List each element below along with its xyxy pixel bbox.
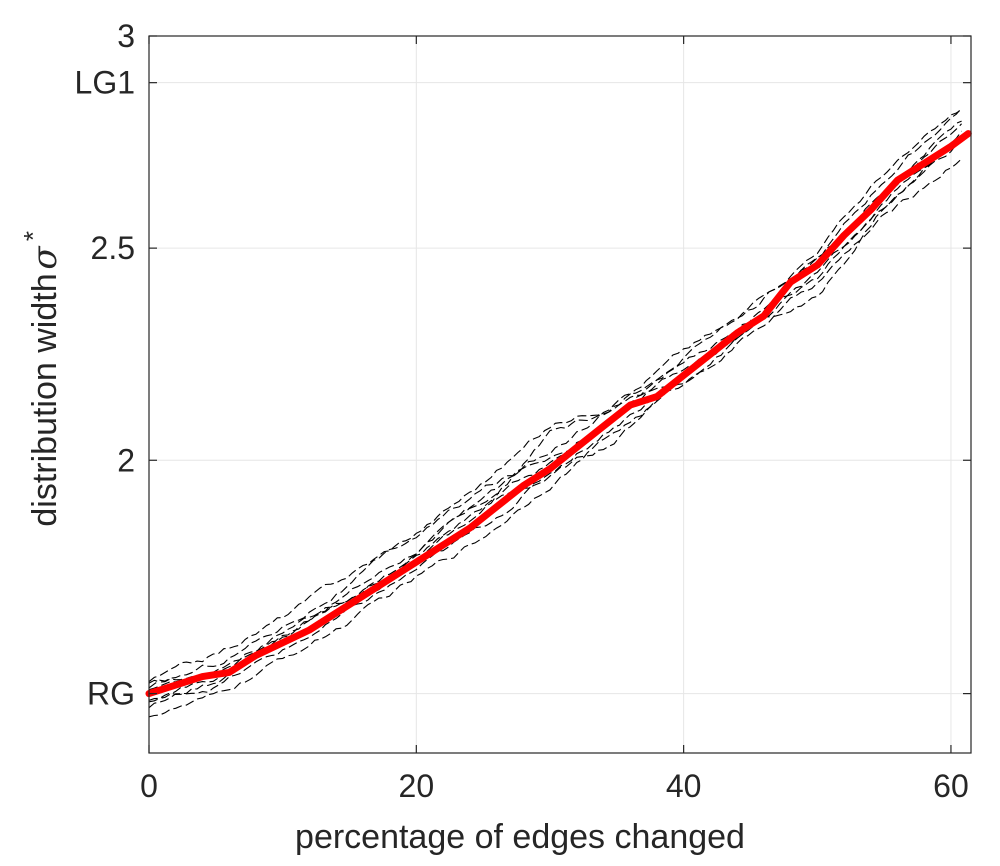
run-line xyxy=(148,109,962,683)
y-tick-label: 3 xyxy=(117,18,135,54)
x-tick-label: 40 xyxy=(666,768,702,804)
run-line xyxy=(148,141,962,703)
y-axis-superscript: * xyxy=(18,231,48,241)
run-line xyxy=(148,158,962,718)
y-axis-symbol-group: σ * xyxy=(18,231,65,270)
run-line xyxy=(148,135,962,691)
run-line xyxy=(148,120,962,689)
run-line xyxy=(148,123,962,684)
y-axis-symbol: σ xyxy=(25,246,65,270)
individual-runs xyxy=(148,107,963,718)
y-axis-label-group: distribution width xyxy=(26,273,64,526)
y-tick-label: 2 xyxy=(117,442,135,478)
y-tick-label: LG1 xyxy=(75,65,135,101)
x-tick-label: 60 xyxy=(933,768,969,804)
axes-box xyxy=(148,35,972,754)
y-tick-label: 2.5 xyxy=(91,230,135,266)
mean-series xyxy=(145,130,972,698)
run-line xyxy=(148,107,963,709)
run-line xyxy=(148,130,963,701)
tick-labels: 0 20 40 60 RG 2 2.5 LG1 3 xyxy=(75,18,969,804)
y-tick-label: RG xyxy=(87,676,135,712)
x-tick-label: 20 xyxy=(399,768,435,804)
mean-line xyxy=(145,130,972,698)
y-axis-label: distribution width xyxy=(26,273,64,526)
axes xyxy=(148,35,972,754)
x-tick-label: 0 xyxy=(140,768,158,804)
x-axis-label: percentage of edges changed xyxy=(295,818,745,856)
